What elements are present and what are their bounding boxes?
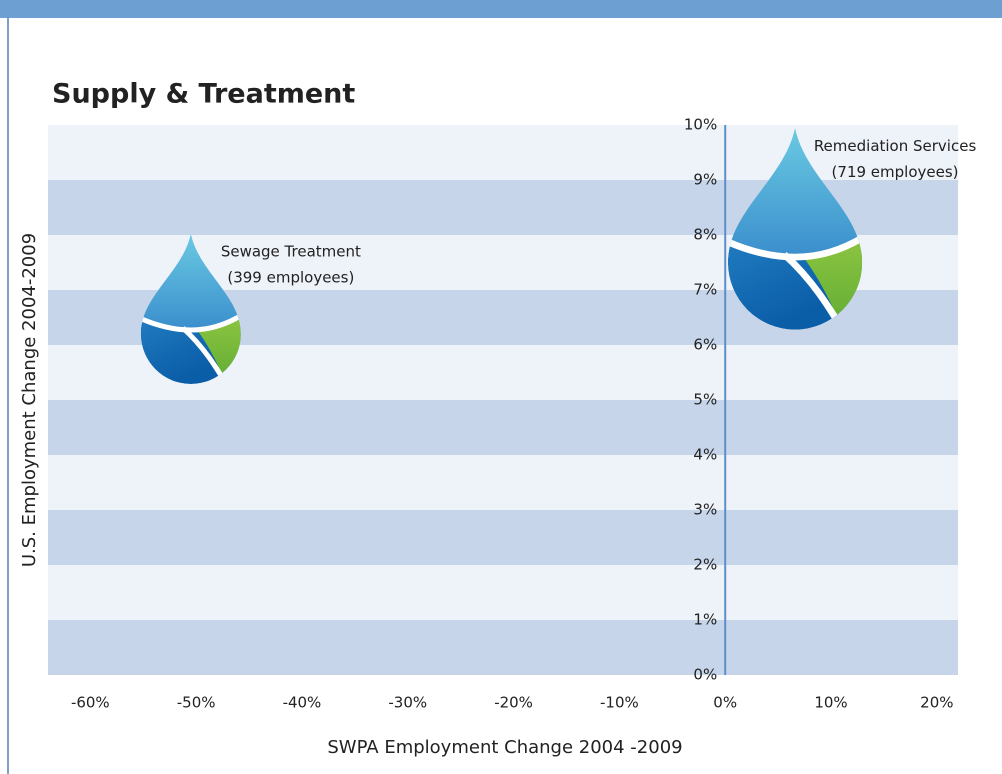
x-axis-title: SWPA Employment Change 2004 -2009 bbox=[327, 737, 682, 758]
top-bar bbox=[0, 0, 1002, 18]
y-tick-label: 6% bbox=[693, 336, 717, 354]
x-tick-label: 10% bbox=[814, 694, 847, 712]
point-name: Sewage Treatment bbox=[221, 243, 361, 261]
x-tick-label: 0% bbox=[713, 694, 737, 712]
x-tick-label: -50% bbox=[177, 694, 216, 712]
chart-title: Supply & Treatment bbox=[52, 79, 355, 110]
grid-band bbox=[48, 510, 958, 565]
drop-separator bbox=[727, 226, 863, 261]
y-tick-label: 8% bbox=[693, 226, 717, 244]
x-tick-label: -60% bbox=[71, 694, 110, 712]
y-tick-label: 2% bbox=[693, 556, 717, 574]
x-tick-label: -30% bbox=[388, 694, 427, 712]
y-tick-label: 7% bbox=[693, 281, 717, 299]
drop-separator bbox=[140, 306, 241, 333]
x-tick-label: 20% bbox=[920, 694, 953, 712]
y-tick-label: 3% bbox=[693, 501, 717, 519]
point-label: (399 employees) bbox=[227, 269, 354, 287]
grid-band bbox=[48, 565, 958, 620]
y-axis-title: U.S. Employment Change 2004-2009 bbox=[19, 233, 40, 567]
y-tick-label: 5% bbox=[693, 391, 717, 409]
point-name: Remediation Services bbox=[814, 137, 977, 155]
y-tick-label: 10% bbox=[684, 116, 717, 134]
grid-band bbox=[48, 620, 958, 675]
y-tick-label: 4% bbox=[693, 446, 717, 464]
x-tick-label: -40% bbox=[283, 694, 322, 712]
drop-separator bbox=[181, 326, 234, 384]
y-tick-label: 0% bbox=[693, 666, 717, 684]
x-tick-label: -20% bbox=[494, 694, 533, 712]
grid-band bbox=[48, 455, 958, 510]
y-tick-label: 9% bbox=[693, 171, 717, 189]
point-label: (719 employees) bbox=[832, 163, 959, 181]
x-tick-label: -10% bbox=[600, 694, 639, 712]
y-tick-label: 1% bbox=[693, 611, 717, 629]
grid-band bbox=[48, 400, 958, 455]
